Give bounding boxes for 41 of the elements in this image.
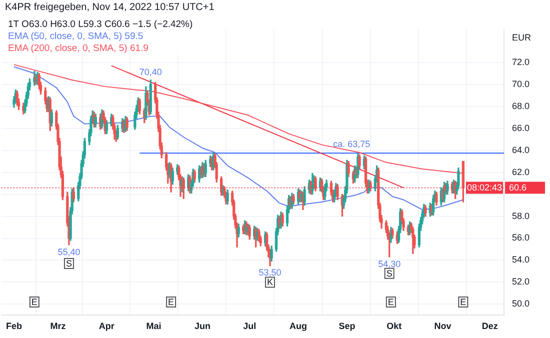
annotation: E <box>31 296 38 307</box>
y-tick-label: 72.0 <box>512 56 530 67</box>
annotation: E <box>168 296 174 307</box>
chart-subtitle: 1T O63.0 H63.0 L59.3 C60.6 −1.5 (−2.42%) <box>8 19 193 31</box>
x-tick-label: Jul <box>243 321 256 332</box>
annotation: ca. 63,75 <box>333 139 370 150</box>
y-tick-label: 54.0 <box>512 254 530 265</box>
y-tick-label: 58.0 <box>512 210 530 221</box>
y-tick-label: 62.0 <box>512 166 530 177</box>
x-tick-label: Aug <box>290 321 308 332</box>
x-tick-label: Dez <box>482 321 498 332</box>
x-tick-label: Nov <box>434 321 452 332</box>
annotation: 08:02:43 <box>466 182 502 193</box>
x-tick-label: Feb <box>6 321 22 332</box>
y-tick-label: 66.0 <box>512 122 530 133</box>
ref-line-label: 60.6 <box>509 182 527 193</box>
annotation: S <box>66 258 72 269</box>
y-tick-label: 50.0 <box>512 298 530 309</box>
y-tick-label: 68.0 <box>512 100 530 111</box>
annotation: K <box>266 277 273 288</box>
annotation: E <box>388 296 394 307</box>
y-tick-label: 56.0 <box>512 232 530 243</box>
annotation: 55,40 <box>58 246 80 257</box>
text: EMA (50, close, 0, SMA, 5) 59.5 <box>8 31 144 43</box>
annotation: 54,30 <box>378 258 401 269</box>
y-tick-label: 64.0 <box>512 144 530 155</box>
annotation: 53,50 <box>258 268 282 278</box>
chart-title: K4PR freigegeben, Nov 14, 2022 10:57 UTC+1 <box>5 2 214 13</box>
annotation: 70,40 <box>139 66 162 77</box>
x-tick-label: Mrz <box>50 321 66 332</box>
annotation: E <box>460 296 466 307</box>
series-label: EMA (200, close, 0, SMA, 5) 61.9 <box>8 43 150 55</box>
y-tick-label: 70.0 <box>512 78 530 89</box>
y-tick-label: 52.0 <box>512 276 530 287</box>
annotation: S <box>386 268 392 278</box>
x-tick-label: Jun <box>194 321 210 332</box>
x-tick-label: Sep <box>338 321 356 332</box>
x-tick-label: Apr <box>98 321 115 332</box>
x-tick-label: Mai <box>146 321 162 332</box>
x-tick-label: Okt <box>386 321 402 332</box>
y-axis-title: EUR <box>512 32 532 42</box>
